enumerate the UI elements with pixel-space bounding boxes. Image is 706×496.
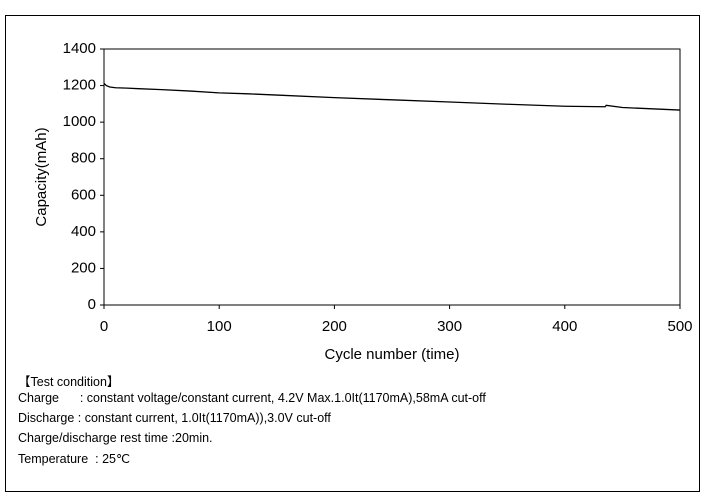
- capacity-line: [103, 82, 681, 111]
- y-tick-label: 800: [71, 150, 96, 167]
- test-condition-line: Temperature : 25℃: [18, 452, 131, 466]
- test-condition-line: Discharge : constant current, 1.0It(1170…: [18, 411, 331, 425]
- y-tick-label: 400: [71, 223, 96, 240]
- y-tick-label: 1200: [63, 77, 96, 94]
- y-tick-label: 600: [71, 186, 96, 203]
- x-axis-label: Cycle number (time): [324, 346, 459, 363]
- test-condition-line: Charge : constant voltage/constant curre…: [18, 391, 486, 405]
- y-axis-label: Capacity(mAh): [33, 127, 50, 226]
- test-condition-line: Charge/discharge rest time :20min.: [18, 431, 213, 445]
- test-condition-heading: 【Test condition】: [18, 375, 120, 389]
- frame: [5, 15, 700, 492]
- x-tick-label: 500: [667, 318, 692, 335]
- x-tick-label: 300: [437, 318, 462, 335]
- x-tick-label: 400: [552, 318, 577, 335]
- y-tick-label: 1000: [63, 113, 96, 130]
- plot-area: [103, 48, 681, 306]
- x-tick-label: 0: [100, 318, 108, 335]
- x-tick-label: 100: [207, 318, 232, 335]
- y-tick-label: 0: [88, 296, 96, 313]
- y-tick-label: 200: [71, 259, 96, 276]
- y-tick-label: 1400: [63, 40, 96, 57]
- x-tick-label: 200: [322, 318, 347, 335]
